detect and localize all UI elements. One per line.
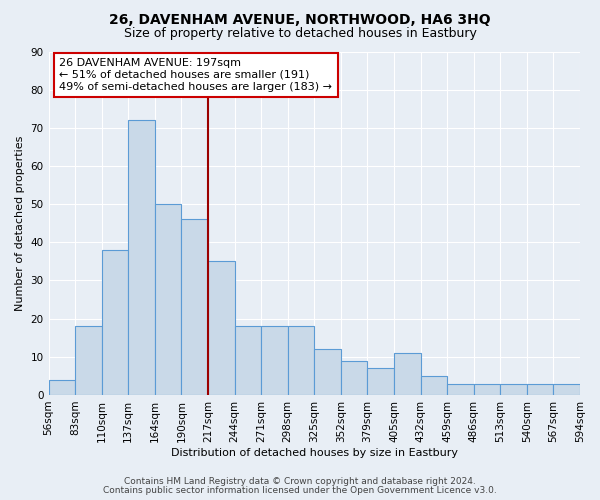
Bar [49,380,75,395]
Bar [235,326,261,395]
Bar [208,262,235,395]
Bar [367,368,394,395]
Bar [181,220,208,395]
Bar [314,349,341,395]
Text: 26 DAVENHAM AVENUE: 197sqm
← 51% of detached houses are smaller (191)
49% of sem: 26 DAVENHAM AVENUE: 197sqm ← 51% of deta… [59,58,332,92]
Text: Size of property relative to detached houses in Eastbury: Size of property relative to detached ho… [124,28,476,40]
Bar [527,384,553,395]
Bar [421,376,447,395]
Text: Contains HM Land Registry data © Crown copyright and database right 2024.: Contains HM Land Registry data © Crown c… [124,477,476,486]
Bar [500,384,527,395]
Bar [128,120,155,395]
Bar [341,360,367,395]
Text: 26, DAVENHAM AVENUE, NORTHWOOD, HA6 3HQ: 26, DAVENHAM AVENUE, NORTHWOOD, HA6 3HQ [109,12,491,26]
Y-axis label: Number of detached properties: Number of detached properties [15,136,25,311]
Bar [75,326,101,395]
X-axis label: Distribution of detached houses by size in Eastbury: Distribution of detached houses by size … [171,448,458,458]
Bar [287,326,314,395]
Bar [394,353,421,395]
Bar [447,384,474,395]
Bar [553,384,580,395]
Bar [261,326,287,395]
Bar [155,204,181,395]
Bar [474,384,500,395]
Bar [101,250,128,395]
Text: Contains public sector information licensed under the Open Government Licence v3: Contains public sector information licen… [103,486,497,495]
